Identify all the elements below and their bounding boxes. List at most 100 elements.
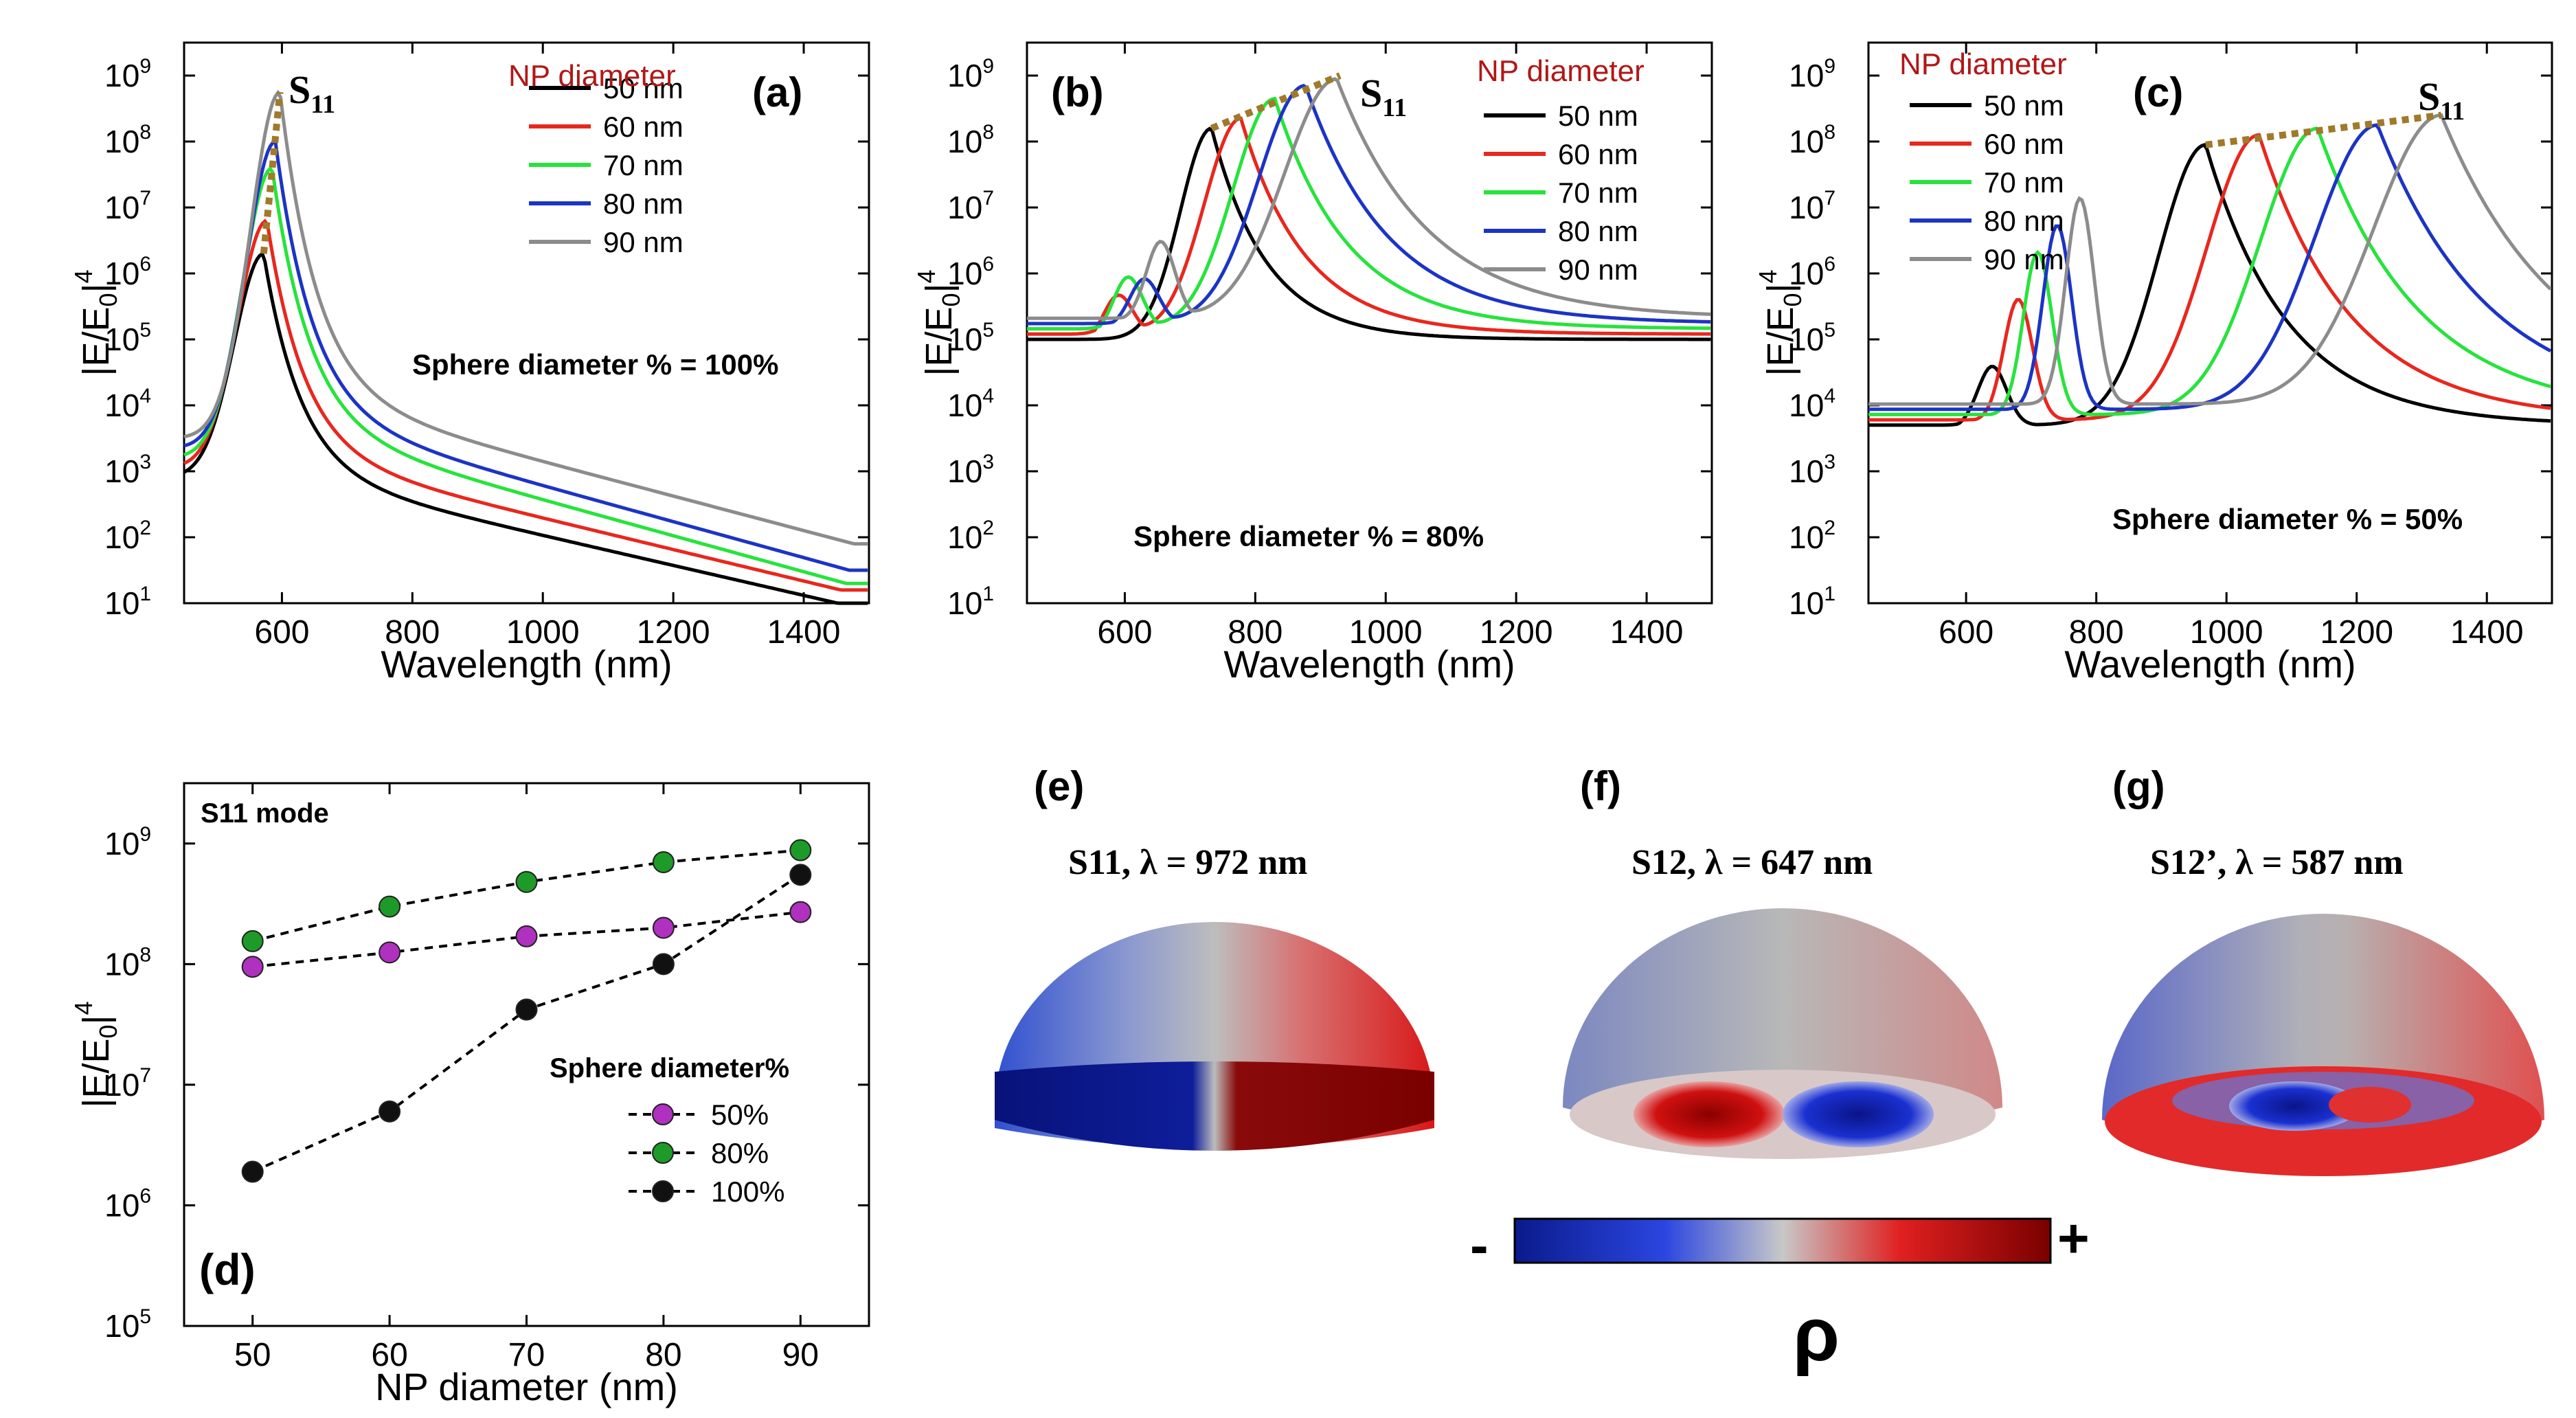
series-line-c-70nm bbox=[1868, 126, 2551, 416]
colorbar: - + ρ bbox=[1470, 1208, 2090, 1377]
y-tick-label-c: 103 bbox=[1789, 451, 1835, 489]
series-line-a-70nm bbox=[183, 166, 868, 585]
x-tick-label-c: 1400 bbox=[2450, 614, 2524, 651]
scatter-point-100% bbox=[515, 998, 538, 1021]
y-tick-label-b: 106 bbox=[947, 253, 994, 291]
y-tick-label-c: 104 bbox=[1789, 385, 1835, 423]
scatter-point-100% bbox=[652, 953, 675, 976]
y-tick-label-c: 101 bbox=[1789, 583, 1835, 621]
legend-label-b: 80 nm bbox=[1558, 215, 1638, 247]
y-tick-label-b: 109 bbox=[947, 55, 994, 93]
y-tick-label-a: 105 bbox=[104, 319, 151, 357]
legend-label-a: 70 nm bbox=[603, 149, 683, 181]
x-axis-label-a: Wavelength (nm) bbox=[381, 642, 672, 686]
y-axis-label-d: |E/E0|4 bbox=[69, 1001, 122, 1107]
plot-frame-c bbox=[1867, 41, 2553, 605]
y-tick-label-c: 109 bbox=[1789, 55, 1835, 93]
legend-title-b: NP diameter bbox=[1477, 54, 1645, 88]
panel-c: 600 800 1000 1200 1400 101 102 103 104 105 106 107 1… bbox=[1754, 41, 2553, 686]
x-axis-label-d: NP diameter (nm) bbox=[375, 1365, 678, 1408]
x-tick-label-a: 1000 bbox=[506, 614, 580, 651]
hemisphere-f-positive-lobe bbox=[1634, 1081, 1785, 1147]
panel-b-label: (b) bbox=[1051, 69, 1104, 115]
y-tick-label-b: 103 bbox=[947, 451, 994, 489]
y-tick-label-c: 108 bbox=[1789, 121, 1835, 159]
y-tick-label-d: 109 bbox=[104, 823, 151, 862]
scatter-point-50% bbox=[241, 956, 264, 978]
y-tick-label-c: 102 bbox=[1789, 517, 1835, 555]
plot-frame-a bbox=[183, 41, 870, 605]
scatter-point-80% bbox=[515, 870, 538, 893]
scatter-point-50% bbox=[515, 925, 538, 947]
y-tick-label-a: 106 bbox=[104, 253, 151, 291]
hemisphere-f-negative-lobe bbox=[1783, 1081, 1934, 1147]
panel-g-title: S12’, λ = 587 nm bbox=[2150, 843, 2404, 882]
panel-e-label: (e) bbox=[1034, 763, 1084, 809]
panel-f-label: (f) bbox=[1580, 763, 1621, 809]
hemisphere-g-negative-lobe bbox=[2229, 1081, 2360, 1131]
x-tick-label-d: 50 bbox=[234, 1337, 271, 1373]
y-tick-label-a: 109 bbox=[104, 55, 151, 93]
x-tick-label-d: 70 bbox=[508, 1337, 545, 1373]
legend-title-c: NP diameter bbox=[1899, 47, 2067, 81]
series-line-b-80nm bbox=[1027, 83, 1711, 326]
scatter-point-80% bbox=[789, 839, 812, 862]
panel-f: (f) S12, λ = 647 nm bbox=[1563, 763, 2002, 1159]
hemisphere-e-base bbox=[995, 1061, 1434, 1151]
scatter-point-50% bbox=[789, 901, 812, 923]
panel-d-label: (d) bbox=[199, 1245, 256, 1294]
legend-label-c: 70 nm bbox=[1984, 166, 2064, 199]
y-axis-label-b: |E/E0|4 bbox=[912, 269, 965, 376]
legend-label-b: 60 nm bbox=[1558, 138, 1638, 170]
legend-label-b: 70 nm bbox=[1558, 177, 1638, 209]
y-tick-label-b: 102 bbox=[947, 517, 994, 555]
series-line-b-60nm bbox=[1027, 116, 1711, 336]
scatter-point-50% bbox=[652, 916, 675, 939]
s11-trend-line-b bbox=[1210, 72, 1342, 132]
y-tick-label-d: 106 bbox=[104, 1184, 151, 1223]
series-line-b-90nm bbox=[1027, 77, 1711, 320]
legend-label-a: 80 nm bbox=[603, 188, 683, 220]
y-tick-label-b: 101 bbox=[947, 583, 994, 621]
y-tick-label-c: 106 bbox=[1789, 253, 1835, 291]
y-tick-label-a: 101 bbox=[104, 583, 151, 621]
legend-label-c: 90 nm bbox=[1984, 243, 2064, 275]
panel-c-label: (c) bbox=[2133, 69, 2183, 115]
scatter-point-80% bbox=[379, 895, 401, 918]
scatter-point-80% bbox=[652, 851, 675, 873]
x-tick-label-b: 1200 bbox=[1480, 614, 1553, 651]
panel-a-sphere-text: Sphere diameter % = 100% bbox=[412, 348, 778, 381]
y-tick-label-c: 105 bbox=[1789, 319, 1835, 357]
legend-title-a: NP diameter bbox=[508, 59, 676, 93]
legend-label-c: 60 nm bbox=[1984, 128, 2064, 160]
x-tick-label-b: 600 bbox=[1097, 614, 1152, 651]
panel-a-s11-label: S11 bbox=[289, 67, 335, 119]
x-tick-label-a: 1400 bbox=[767, 614, 841, 651]
x-tick-label-a: 1200 bbox=[637, 614, 710, 651]
panel-d-legend-title: Sphere diameter% bbox=[550, 1053, 789, 1083]
series-line-c-90nm bbox=[1868, 113, 2552, 406]
y-tick-label-b: 105 bbox=[947, 319, 994, 357]
scatter-point-100% bbox=[379, 1100, 401, 1123]
legend-label-a: 60 nm bbox=[603, 111, 683, 143]
panel-a: 600 800 1000 1200 1400 101 102 103 104 105 106 107 1… bbox=[69, 41, 870, 686]
legend-label-d: 80% bbox=[711, 1137, 769, 1169]
panel-f-title: S12, λ = 647 nm bbox=[1631, 843, 1873, 882]
panel-e-title: S11, λ = 972 nm bbox=[1068, 843, 1307, 882]
panel-g: (g) S12’, λ = 587 nm bbox=[2102, 763, 2544, 1176]
legend-label-c: 50 nm bbox=[1984, 89, 2064, 122]
s11-trend-line-a bbox=[260, 91, 284, 254]
scatter-point-100% bbox=[241, 1160, 264, 1183]
x-tick-label-b: 1400 bbox=[1610, 614, 1684, 651]
legend-label-d: 50% bbox=[711, 1099, 769, 1131]
y-tick-label-a: 107 bbox=[104, 187, 151, 225]
panel-b: 600 800 1000 1200 1400 101 102 103 104 105 106 107 1… bbox=[912, 41, 1713, 686]
series-line-a-50nm bbox=[183, 251, 868, 605]
legend-label-b: 50 nm bbox=[1558, 100, 1638, 132]
x-tick-label-b: 1000 bbox=[1349, 614, 1423, 651]
legend-label-a: 90 nm bbox=[603, 226, 683, 258]
y-tick-label-d: 105 bbox=[104, 1305, 151, 1344]
scatter-point-50% bbox=[379, 941, 401, 964]
x-tick-label-d: 60 bbox=[371, 1337, 407, 1373]
